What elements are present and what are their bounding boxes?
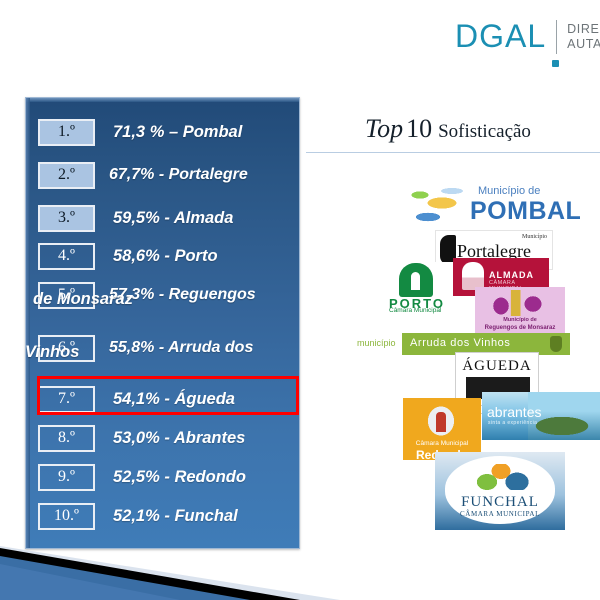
logo-redondo: Câmara Municipal Redondo <box>403 398 481 460</box>
dgal-subtitle: DIRECÇÃ AUTARQ <box>567 22 600 52</box>
dgal-subtitle-line1: DIRECÇÃ <box>567 21 600 36</box>
rank-label: 59,5% - Almada <box>113 208 234 227</box>
rank-row-10[interactable]: 10.º 52,1% - Funchal <box>38 497 301 535</box>
rank-overflow-monsaraz: de Monsaraz <box>33 290 133 308</box>
rank-label: 52,1% - Funchal <box>113 506 238 525</box>
rank-row-3[interactable]: 3.º 59,5% - Almada <box>38 199 301 237</box>
rank-row-2[interactable]: 2.º 67,7% - Portalegre <box>38 156 301 194</box>
title-top-word: Top <box>365 114 404 143</box>
title-subject: Sofisticação <box>438 121 531 142</box>
logo-porto: PORTO Câmara Municipal <box>383 262 455 314</box>
reguengos-mark-icon <box>489 290 549 316</box>
panel-top-bevel <box>26 98 299 102</box>
rank-row-6[interactable]: 6.º 55,8% - Arruda dos <box>38 329 301 367</box>
decoration-band-blue-light <box>0 564 180 600</box>
abrantes-photo <box>528 392 600 440</box>
rank-row-1[interactable]: 1.º 71,3 % – Pombal <box>38 113 301 151</box>
title-number: 10 <box>406 114 433 143</box>
rank-label: 57,3% - Reguengos <box>109 286 256 303</box>
rank-badge: 1.º <box>38 118 95 146</box>
redondo-cm-label: Câmara Municipal <box>415 440 469 447</box>
agueda-name-label: ÁGUEDA <box>462 358 532 374</box>
rank-label: 71,3 % – Pombal <box>113 122 243 141</box>
redondo-shield-icon <box>423 403 459 441</box>
almada-name-label: ALMADA <box>489 270 534 280</box>
rank-row-5[interactable]: 5.º 57,3% - Reguengos <box>38 276 301 314</box>
funchal-name-label: FUNCHAL <box>461 494 539 510</box>
ranking-list: 1.º 71,3 % – Pombal 2.º 67,7% - Portaleg… <box>26 98 299 548</box>
pombal-bird-icon <box>408 183 470 229</box>
abrantes-name-label: abrantes <box>487 404 542 420</box>
funchal-petals-icon <box>473 464 529 490</box>
portalegre-mark-icon <box>440 235 456 265</box>
page-title: Top 10 Sofisticação <box>365 114 531 144</box>
corner-decoration-svg <box>0 546 340 600</box>
rank-label: 54,1% - Águeda <box>113 389 235 408</box>
highlight-box-agueda <box>37 376 299 415</box>
logo-pombal: Município de POMBAL <box>400 175 585 237</box>
porto-tower-icon <box>399 263 433 297</box>
logo-abrantes: abrantes sinta a experiência <box>482 392 600 440</box>
portalegre-name-label: Portalegre <box>457 241 531 261</box>
rank-label: 55,8% - Arruda dos <box>109 339 254 356</box>
rank-label: 67,7% - Portalegre <box>109 166 248 183</box>
almada-mark-icon <box>462 262 484 290</box>
rank-row-9[interactable]: 9.º 52,5% - Redondo <box>38 458 301 496</box>
porto-name-label: PORTO <box>389 296 445 311</box>
pombal-name-label: POMBAL <box>470 197 582 225</box>
dgal-logo: DGAL DIRECÇÃ AUTARQ <box>455 18 600 67</box>
funchal-sub-label: CÂMARA MUNICIPAL <box>460 510 540 518</box>
rank-badge: 9.º <box>38 463 95 491</box>
rank-badge: 10.º <box>38 502 95 530</box>
rank-badge: 2.º <box>38 161 95 189</box>
portalegre-municipio-label: Município <box>522 234 547 240</box>
corner-decoration <box>0 538 340 600</box>
rank-row-4[interactable]: 4.º 58,6% - Porto <box>38 237 301 275</box>
reguengos-line1-label: Município de <box>503 317 537 323</box>
rank-label: 53,0% - Abrantes <box>113 428 246 447</box>
title-underline <box>306 152 600 153</box>
abrantes-sub-label: sinta a experiência <box>488 420 538 426</box>
rank-overflow-vinhos: Vinhos <box>25 343 80 361</box>
panel-left-bevel <box>26 98 30 548</box>
rank-label: 52,5% - Redondo <box>113 467 246 486</box>
arruda-band: Arruda dos Vinhos <box>402 333 570 355</box>
porto-sub-label: Câmara Municipal <box>389 307 442 314</box>
rank-badge: 4.º <box>38 242 95 270</box>
rank-badge: 6.º <box>38 334 95 362</box>
arruda-shield-icon <box>550 336 562 352</box>
rank-badge: 8.º <box>38 424 95 452</box>
municipality-logo-collage: Município de POMBAL Município Portalegre… <box>355 170 600 530</box>
arruda-name-label: Arruda dos Vinhos <box>410 337 511 349</box>
logo-arruda: município Arruda dos Vinhos <box>355 333 570 355</box>
arruda-municipio-label: município <box>357 338 396 348</box>
rank-badge: 5.º <box>38 281 95 309</box>
dgal-subtitle-line2: AUTARQ <box>567 36 600 51</box>
logo-reguengos: Município de Reguengos de Monsaraz <box>475 287 565 337</box>
dgal-wordmark: DGAL <box>455 18 547 54</box>
rank-row-8[interactable]: 8.º 53,0% - Abrantes <box>38 419 301 457</box>
rank-label: 58,6% - Porto <box>113 246 218 265</box>
ranking-panel: 1.º 71,3 % – Pombal 2.º 67,7% - Portaleg… <box>25 97 300 549</box>
dgal-accent-dot <box>552 60 559 67</box>
pombal-municipio-label: Município de <box>478 185 541 197</box>
rank-badge: 3.º <box>38 204 95 232</box>
reguengos-line2-label: Reguengos de Monsaraz <box>484 325 556 331</box>
logo-divider <box>556 19 558 54</box>
logo-funchal: FUNCHAL CÂMARA MUNICIPAL <box>435 452 565 530</box>
